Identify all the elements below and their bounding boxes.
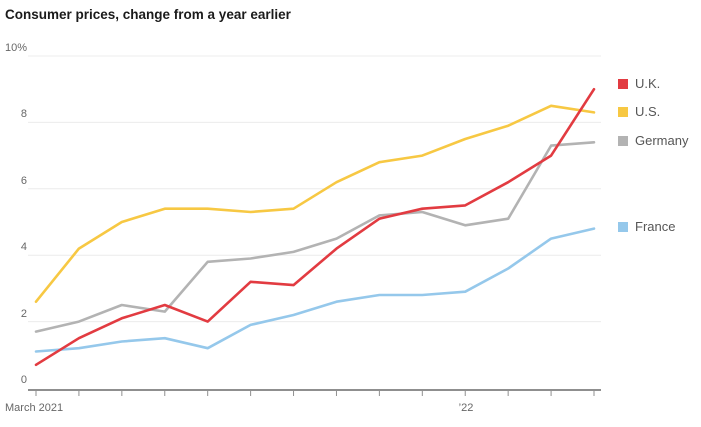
gridlines — [28, 55, 601, 323]
legend-item-uk: U.K. — [618, 77, 660, 91]
y-axis-label-0: 0 — [20, 374, 27, 386]
legend-swatch-uk — [618, 79, 628, 89]
y-axis-label-2: 2 — [20, 307, 27, 320]
x-axis-start-label: March 2021 — [5, 402, 64, 414]
series-line-germany — [34, 141, 596, 333]
legend-swatch-us — [618, 107, 628, 117]
x-axis — [28, 389, 601, 396]
chart-title: Consumer prices, change from a year earl… — [5, 7, 291, 22]
y-axis-label-8: 8 — [20, 108, 27, 121]
y-axis-label-4: 4 — [20, 241, 27, 254]
legend-label-us: U.S. — [635, 104, 661, 119]
legend-label-germany: Germany — [635, 133, 689, 148]
series-line-us — [34, 104, 596, 304]
legend-label-france: France — [635, 219, 676, 234]
legend-item-france: France — [618, 220, 675, 234]
legend-label-uk: U.K. — [635, 76, 661, 91]
series-line-france — [34, 227, 596, 353]
series-line-uk — [34, 87, 596, 367]
legend-item-us: U.S. — [618, 105, 660, 119]
y-axis-label-6: 6 — [20, 174, 27, 187]
legend-item-germany: Germany — [618, 134, 688, 148]
legend-swatch-germany — [618, 136, 628, 146]
x-axis-year-tick-label: ’22 — [458, 402, 474, 414]
y-axis-label-10: 10% — [4, 42, 27, 54]
legend-swatch-france — [618, 222, 628, 232]
